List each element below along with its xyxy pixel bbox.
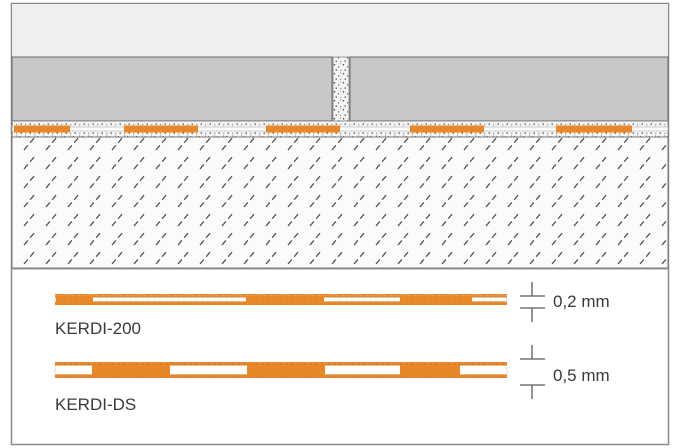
fleece-top (55, 294, 507, 298)
fleece-bond-segment (247, 365, 325, 375)
membrane-fleece-segment (14, 125, 70, 133)
fleece-bond-segment (246, 297, 324, 302)
membrane-sample-kerdi-200 (54, 294, 508, 305)
thickness-dimension-icon (520, 345, 545, 399)
product-label-kerdi-ds: KERDI-DS (55, 395, 137, 414)
installed-membrane (11, 125, 669, 133)
product-label-kerdi-200: KERDI-200 (55, 319, 141, 338)
upper-background (12, 4, 668, 56)
fleece-bottom (55, 301, 507, 305)
thickness-dimension-icon (520, 282, 545, 322)
tile-right (349, 56, 669, 122)
membrane-fleece-segment (124, 125, 198, 133)
tile-left (11, 56, 333, 122)
membrane-fleece-segment (266, 125, 340, 133)
fleece-bond-segment (92, 365, 170, 375)
thickness-label-kerdi-200: 0,2 mm (553, 292, 610, 311)
fleece-top (55, 362, 507, 366)
fleece-bond-segment (400, 365, 460, 375)
thickness-label-kerdi-ds: 0,5 mm (553, 366, 610, 385)
membrane-fleece-segment (410, 125, 484, 133)
membrane-sample-kerdi-ds (54, 362, 508, 378)
grout-joint (332, 56, 350, 128)
fleece-bottom (55, 374, 507, 378)
fleece-bond-segment (56, 297, 93, 302)
substrate-hatching (12, 137, 668, 268)
fleece-bond-segment (400, 297, 472, 302)
membrane-fleece-segment (556, 125, 632, 133)
